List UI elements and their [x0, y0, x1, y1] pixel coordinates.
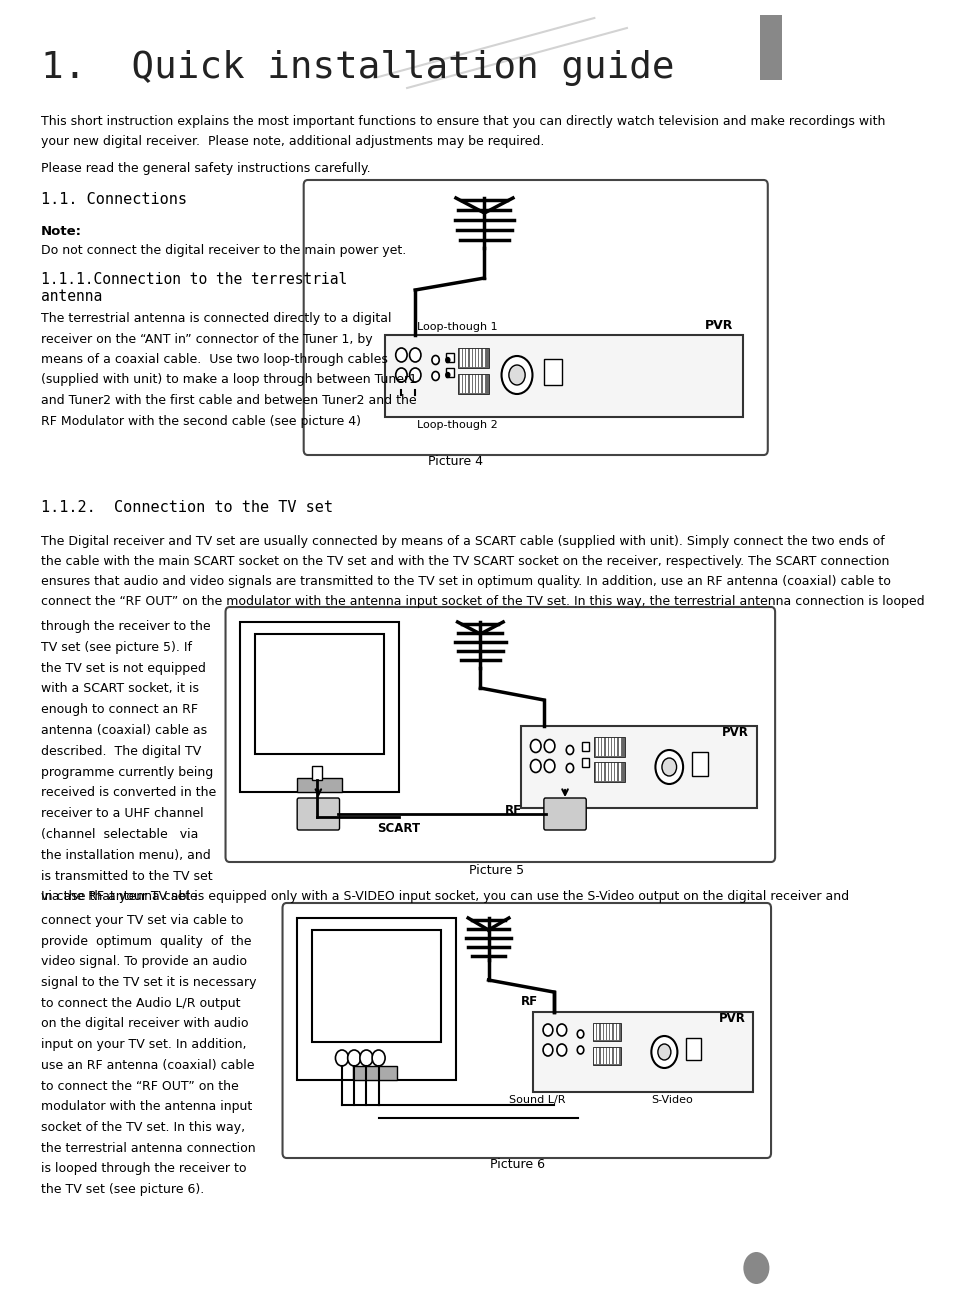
- Circle shape: [543, 1044, 553, 1056]
- Text: Loop-though 2: Loop-though 2: [417, 420, 497, 430]
- Bar: [446, 352, 453, 361]
- Circle shape: [410, 349, 420, 361]
- Circle shape: [651, 1035, 678, 1068]
- Circle shape: [662, 758, 677, 776]
- Bar: [298, 918, 456, 1081]
- Bar: [312, 930, 442, 1042]
- Circle shape: [577, 1030, 584, 1038]
- Bar: [385, 334, 743, 417]
- Bar: [582, 742, 589, 751]
- Text: The Digital receiver and TV set are usually connected by means of a SCART cable : The Digital receiver and TV set are usua…: [40, 534, 924, 608]
- Text: Sound L/R: Sound L/R: [509, 1095, 565, 1105]
- Circle shape: [531, 740, 541, 753]
- Circle shape: [577, 1046, 584, 1053]
- Text: 1.1.2.  Connection to the TV set: 1.1.2. Connection to the TV set: [40, 500, 333, 515]
- Bar: [544, 359, 562, 385]
- Circle shape: [656, 750, 684, 784]
- Text: Loop-though 1: Loop-though 1: [417, 321, 497, 332]
- Circle shape: [557, 1024, 566, 1035]
- Bar: [594, 737, 625, 757]
- Text: Picture 4: Picture 4: [428, 454, 484, 469]
- Circle shape: [335, 1050, 348, 1066]
- Bar: [582, 758, 589, 767]
- Circle shape: [432, 355, 440, 364]
- Text: PVR: PVR: [705, 319, 732, 332]
- Text: 1.1. Connections: 1.1. Connections: [40, 192, 186, 207]
- Bar: [521, 726, 757, 808]
- Text: RF: RF: [521, 995, 539, 1008]
- Bar: [458, 374, 490, 394]
- Circle shape: [566, 763, 573, 772]
- Bar: [458, 349, 490, 368]
- Text: Note:: Note:: [40, 225, 82, 238]
- FancyBboxPatch shape: [544, 798, 587, 830]
- Bar: [298, 778, 342, 791]
- Text: Picture 6: Picture 6: [490, 1158, 544, 1171]
- FancyBboxPatch shape: [303, 179, 768, 454]
- Circle shape: [557, 1044, 566, 1056]
- FancyBboxPatch shape: [226, 607, 775, 862]
- Bar: [534, 1012, 754, 1092]
- Text: The terrestrial antenna is connected directly to a digital
receiver on the “ANT : The terrestrial antenna is connected dir…: [40, 312, 417, 427]
- Circle shape: [396, 349, 407, 361]
- Circle shape: [543, 1024, 553, 1035]
- FancyBboxPatch shape: [298, 798, 340, 830]
- Bar: [240, 622, 399, 791]
- Text: Please read the general safety instructions carefully.: Please read the general safety instructi…: [40, 161, 371, 176]
- Text: This short instruction explains the most important functions to ensure that you : This short instruction explains the most…: [40, 115, 885, 148]
- Text: PVR: PVR: [722, 726, 749, 738]
- Text: 5: 5: [752, 1261, 760, 1274]
- Circle shape: [445, 373, 450, 377]
- Circle shape: [348, 1050, 361, 1066]
- Bar: [446, 368, 453, 377]
- Text: En: En: [765, 40, 776, 56]
- Text: In case that your TV set is equipped only with a S-VIDEO input socket, you can u: In case that your TV set is equipped onl…: [40, 889, 849, 902]
- Bar: [692, 751, 708, 776]
- Text: PVR: PVR: [719, 1012, 746, 1025]
- Bar: [686, 1038, 701, 1060]
- Text: Do not connect the digital receiver to the main power yet.: Do not connect the digital receiver to t…: [40, 244, 406, 257]
- Text: S-Video: S-Video: [652, 1095, 693, 1105]
- Circle shape: [410, 368, 420, 382]
- Bar: [352, 1066, 397, 1081]
- Bar: [759, 15, 781, 80]
- Text: through the receiver to the
TV set (see picture 5). If
the TV set is not equippe: through the receiver to the TV set (see …: [40, 620, 216, 904]
- Circle shape: [566, 745, 573, 754]
- Circle shape: [544, 759, 555, 772]
- Circle shape: [658, 1044, 671, 1060]
- Text: SCART: SCART: [377, 822, 420, 835]
- Circle shape: [509, 365, 525, 385]
- Circle shape: [743, 1252, 769, 1285]
- Circle shape: [531, 759, 541, 772]
- Text: Picture 5: Picture 5: [469, 864, 524, 877]
- Circle shape: [544, 740, 555, 753]
- Bar: [592, 1022, 621, 1041]
- Bar: [594, 762, 625, 782]
- Text: connect your TV set via cable to
provide  optimum  quality  of  the
video signal: connect your TV set via cable to provide…: [40, 914, 256, 1195]
- Bar: [312, 766, 322, 780]
- Text: RF: RF: [505, 803, 522, 816]
- Text: 1.  Quick installation guide: 1. Quick installation guide: [40, 50, 674, 86]
- Bar: [592, 1047, 621, 1065]
- Circle shape: [432, 372, 440, 381]
- Circle shape: [360, 1050, 372, 1066]
- FancyBboxPatch shape: [282, 902, 771, 1158]
- Circle shape: [396, 368, 407, 382]
- Circle shape: [372, 1050, 385, 1066]
- Circle shape: [445, 358, 450, 363]
- Bar: [254, 634, 384, 754]
- Circle shape: [501, 356, 533, 394]
- Text: 1.1.1.Connection to the terrestrial
antenna: 1.1.1.Connection to the terrestrial ante…: [40, 272, 347, 305]
